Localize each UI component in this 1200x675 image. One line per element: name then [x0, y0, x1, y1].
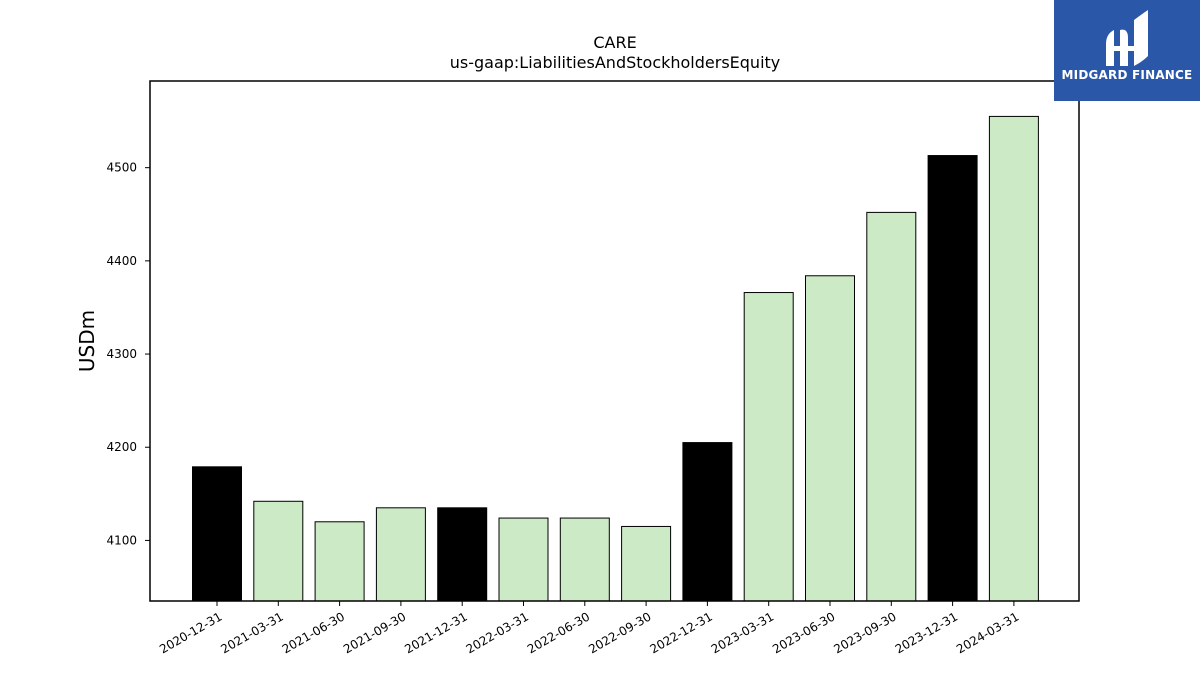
y-axis-label: USDm — [75, 310, 99, 372]
bar — [866, 211, 917, 602]
brand-mark-icon — [1106, 10, 1148, 67]
y-tick-label: 4100 — [106, 533, 137, 547]
bar — [314, 521, 365, 602]
x-tick-label: 2021-06-30 — [280, 609, 347, 656]
x-axis-ticks: 2020-12-312021-03-312021-06-302021-09-30… — [157, 601, 1021, 656]
x-tick-label: 2023-06-30 — [770, 609, 837, 656]
x-tick-label: 2024-03-31 — [954, 609, 1021, 656]
x-tick-label: 2022-06-30 — [525, 609, 592, 656]
chart-subtitle: us-gaap:LiabilitiesAndStockholdersEquity — [450, 53, 781, 72]
bar — [498, 517, 549, 602]
bar — [927, 155, 978, 602]
bar — [621, 525, 672, 602]
bar — [743, 292, 794, 602]
x-tick-label: 2022-09-30 — [586, 609, 653, 656]
x-tick-label: 2023-12-31 — [893, 609, 960, 656]
y-tick-label: 4300 — [106, 347, 137, 361]
x-tick-label: 2020-12-31 — [157, 609, 224, 656]
bars-group — [192, 115, 1039, 602]
x-tick-label: 2023-03-31 — [709, 609, 776, 656]
y-tick-label: 4400 — [106, 254, 137, 268]
brand-name: MIDGARD FINANCE — [1061, 68, 1193, 82]
bar — [682, 442, 733, 602]
x-tick-label: 2021-12-31 — [402, 609, 469, 656]
x-tick-label: 2022-12-31 — [647, 609, 714, 656]
plot-frame — [149, 80, 1080, 602]
x-tick-label: 2021-09-30 — [341, 609, 408, 656]
x-tick-label: 2022-03-31 — [464, 609, 531, 656]
y-tick-label: 4500 — [106, 161, 137, 175]
y-tick-label: 4200 — [106, 440, 137, 454]
bar — [559, 517, 610, 602]
brand-logo: MIDGARD FINANCE — [1054, 0, 1200, 101]
x-tick-label: 2021-03-31 — [218, 609, 285, 656]
bar — [437, 507, 488, 602]
bar — [192, 466, 242, 602]
bar — [375, 507, 426, 602]
x-tick-label: 2023-09-30 — [831, 609, 898, 656]
bar — [253, 500, 304, 602]
y-axis-ticks: 4100 4200 4300 4400 4500 — [106, 161, 150, 547]
bar — [988, 115, 1039, 602]
bar — [805, 275, 855, 602]
chart-title: CARE — [593, 33, 636, 52]
